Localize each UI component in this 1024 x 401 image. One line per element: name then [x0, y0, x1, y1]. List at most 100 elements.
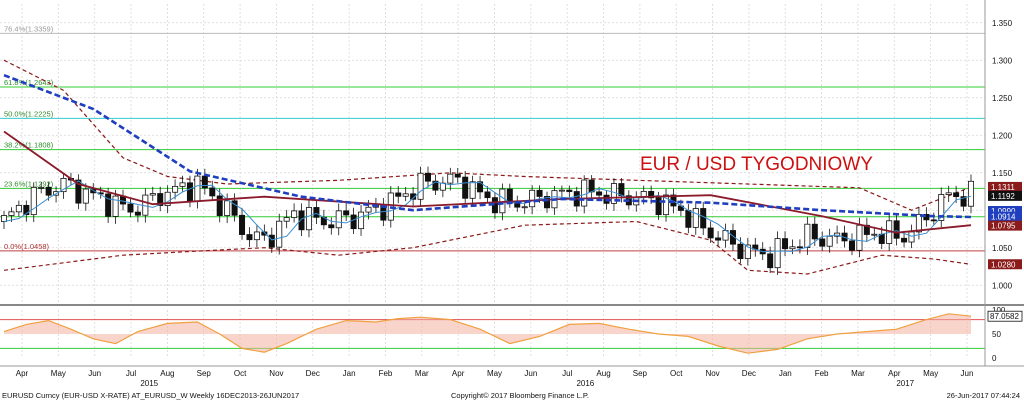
x-tick-label: Aug [596, 369, 610, 378]
candle-body [60, 177, 67, 193]
candle-body [216, 195, 223, 216]
candle-body [469, 181, 476, 199]
candle-body [782, 238, 789, 250]
y-tick-label: 1.350 [992, 19, 1013, 28]
candle-body [253, 231, 260, 241]
oscillator-series [3, 313, 972, 354]
price-label-text: 1.0914 [991, 213, 1016, 222]
candle-body [105, 193, 112, 217]
candle-body [967, 180, 975, 207]
bollinger-bands [3, 59, 972, 275]
candle-body [417, 172, 424, 200]
x-tick-label: Jul [126, 369, 136, 378]
candle-body [365, 206, 372, 213]
candle-body [75, 179, 82, 204]
footer-left: EURUSD Curncy (EUR-USD X-RATE) AT_EURUSD… [2, 391, 299, 400]
candle-body [908, 231, 915, 243]
y-tick-label: 1.050 [992, 244, 1013, 253]
lower-band-line [3, 220, 972, 275]
candle-body [291, 210, 298, 218]
candle-body [328, 224, 335, 229]
candle-body [506, 188, 513, 202]
y-tick-label: 1.300 [992, 56, 1013, 65]
candle-body [343, 210, 350, 216]
price-label-text: 1.1192 [991, 192, 1015, 201]
upper-band-line [3, 59, 972, 211]
candle-body [700, 208, 707, 229]
candle-body [134, 211, 141, 216]
fibonacci-label: 23.6%(1.1292) [4, 179, 54, 188]
x-tick-label: Sep [633, 369, 648, 378]
candle-body [744, 244, 751, 260]
candle-body [462, 176, 469, 199]
candle-body [157, 193, 164, 206]
price-label-text: 1.0990 [991, 207, 1016, 216]
candle-body [186, 182, 193, 202]
osc-y-tick-label: 50 [992, 330, 1001, 339]
year-label: 2016 [576, 379, 594, 388]
candle-body [164, 191, 171, 206]
candle-body [224, 200, 231, 216]
candle-body [588, 179, 595, 193]
candle-body [856, 224, 863, 251]
x-tick-label: Apr [16, 369, 29, 378]
candle-body [358, 211, 365, 230]
y-tick-label: 1.000 [992, 281, 1013, 290]
ma-long-line [3, 73, 972, 219]
x-tick-label: Dec [306, 369, 320, 378]
price-label-text: 1.1311 [991, 183, 1015, 192]
candle-body [558, 189, 565, 192]
x-tick-label: Jun [961, 369, 974, 378]
candle-body [618, 183, 625, 197]
candle-body [335, 210, 342, 229]
x-tick-label: Mar [851, 369, 865, 378]
candle-body [707, 227, 714, 239]
x-tick-label: Jun [524, 369, 537, 378]
candle-body [789, 246, 796, 250]
x-tick-label: Jun [88, 369, 101, 378]
x-tick-label: Nov [705, 369, 719, 378]
candle-body [826, 235, 833, 247]
candle-body [127, 203, 134, 213]
candle-body [536, 189, 543, 197]
fibonacci-label: 76.4%(1.3359) [4, 24, 54, 33]
candle-body [499, 188, 506, 214]
x-tick-label: Jan [779, 369, 792, 378]
candle-body [276, 220, 283, 248]
candle-body [395, 192, 402, 197]
x-tick-label: Mar [415, 369, 429, 378]
x-tick-label: May [51, 369, 66, 378]
candle-body [231, 200, 238, 216]
candlestick-series [0, 166, 975, 275]
candle-body [953, 192, 960, 198]
footer-center: Copyright© 2017 Bloomberg Finance L.P. [451, 391, 589, 400]
candle-body [268, 234, 275, 248]
candle-body [112, 195, 119, 217]
candle-body [484, 191, 491, 199]
candle-body [848, 240, 855, 251]
candle-body [804, 223, 811, 248]
candle-body [15, 204, 22, 213]
x-tick-label: Oct [670, 369, 683, 378]
candle-body [402, 193, 409, 197]
oscillator-line [3, 313, 972, 354]
candle-body [930, 219, 937, 222]
candle-body [596, 191, 603, 196]
candle-body [0, 215, 8, 222]
price-label-box [988, 181, 1022, 192]
candle-body [8, 211, 15, 216]
y-tick-label: 1.250 [992, 94, 1013, 103]
candle-body [313, 207, 320, 218]
x-tick-label: Sep [197, 369, 212, 378]
candle-body [945, 192, 952, 195]
candle-body [819, 238, 826, 247]
axes: Apr May Jun Jul Aug Sep Oct Nov Dec Jan Feb Mar Apr M… [0, 0, 1024, 388]
candle-body [209, 187, 216, 197]
candle-body [960, 196, 967, 207]
y-tick-label: 1.150 [992, 169, 1013, 178]
year-label: 2017 [896, 379, 914, 388]
candle-body [454, 173, 461, 178]
candle-body [172, 185, 179, 193]
candle-body [581, 179, 588, 207]
